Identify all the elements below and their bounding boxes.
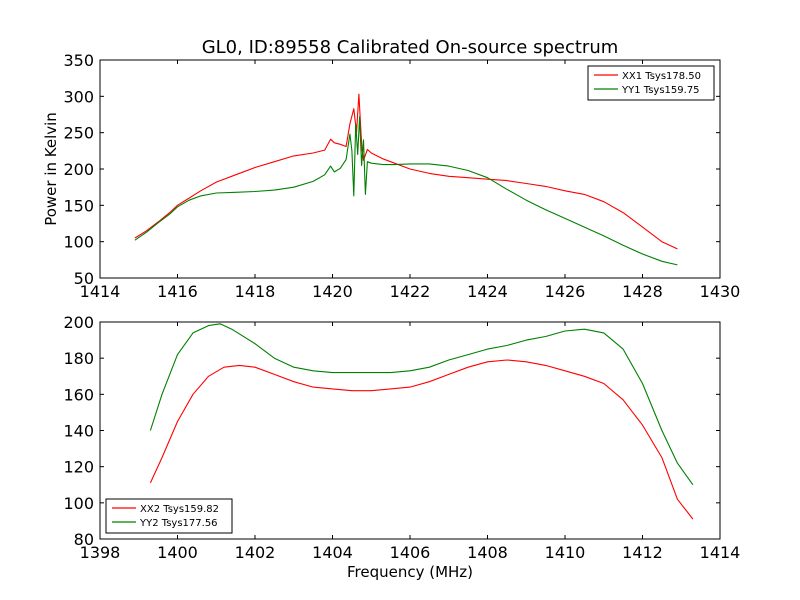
legend-entry: YY2 Tsys177.56 [139, 518, 218, 529]
y-tick-label: 50 [74, 269, 94, 288]
x-axis-label: Frequency (MHz) [347, 563, 473, 581]
y-tick-label: 80 [74, 530, 94, 549]
bottom-panel: 1398 1400 1402 1404 1406 1408 1410 1412 1414 80 10… [63, 313, 740, 581]
y-tick-label: 100 [63, 494, 94, 513]
legend-entry: XX2 Tsys159.82 [140, 504, 219, 515]
y-tick-label: 100 [63, 233, 94, 252]
y-tick-label: 300 [63, 87, 94, 106]
y-tick-label: 250 [63, 124, 94, 143]
x-tick-label: 1426 [545, 282, 586, 301]
x-tick-label: 1414 [80, 282, 121, 301]
y-tick-label: 200 [63, 160, 94, 179]
legend-1: XX1 Tsys178.50 YY1 Tsys159.75 [587, 65, 715, 101]
y-tick-label: 140 [63, 422, 94, 441]
x-tick-label: 1412 [622, 543, 663, 562]
x-tick-label: 1418 [235, 282, 276, 301]
x-tick-label: 1422 [390, 282, 431, 301]
legend-2: XX2 Tsys159.82 YY2 Tsys177.56 [105, 498, 233, 534]
legend-entry: YY1 Tsys159.75 [621, 85, 700, 96]
top-panel: 1414 1416 1418 1420 1422 1424 1426 1428 1430 50 10… [42, 51, 740, 301]
series-line-1-1 [134, 93, 678, 250]
x-tick-label: 1402 [235, 543, 276, 562]
x-tick-label: 1414 [700, 543, 741, 562]
series-line-2-1 [149, 359, 694, 520]
x-tick-label: 1428 [622, 282, 663, 301]
x-tick-label: 1430 [700, 282, 741, 301]
series-line-1-2 [134, 116, 678, 266]
figure-title: GL0, ID:89558 Calibrated On-source spect… [202, 37, 619, 58]
y-tick-label: 200 [63, 313, 94, 332]
y-tick-label: 120 [63, 458, 94, 477]
y-tick-label: 150 [63, 196, 94, 215]
y-tick-label: 350 [63, 51, 94, 70]
y-axis-label: Power in Kelvin [42, 112, 60, 226]
x-tick-label: 1398 [80, 543, 121, 562]
x-tick-label: 1400 [157, 543, 198, 562]
legend-entry: XX1 Tsys178.50 [622, 71, 701, 82]
legend-frame [587, 65, 715, 101]
series-line-2-2 [149, 323, 694, 486]
x-tick-label: 1416 [157, 282, 198, 301]
x-tick-label: 1420 [312, 282, 353, 301]
x-tick-label: 1424 [467, 282, 508, 301]
x-tick-label: 1406 [390, 543, 431, 562]
x-tick-label: 1410 [545, 543, 586, 562]
y-tick-label: 160 [63, 385, 94, 404]
x-tick-label: 1408 [467, 543, 508, 562]
x-tick-label: 1404 [312, 543, 353, 562]
y-tick-label: 180 [63, 349, 94, 368]
legend-frame [105, 498, 233, 534]
